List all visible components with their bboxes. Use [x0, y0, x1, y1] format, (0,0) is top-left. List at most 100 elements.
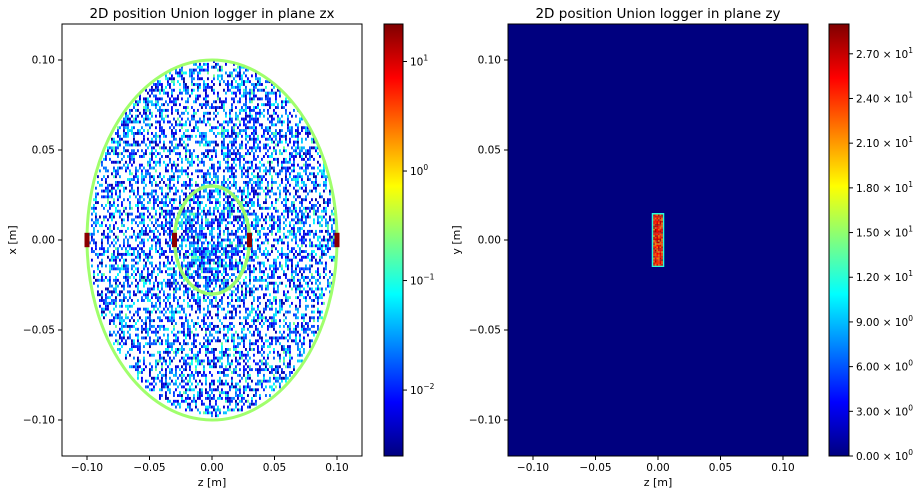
heatmap-cell — [179, 405, 181, 409]
heatmap-cell — [257, 137, 259, 141]
heatmap-cell — [231, 157, 233, 161]
heatmap-cell — [189, 94, 191, 98]
heatmap-cell — [155, 180, 157, 184]
heatmap-cell — [229, 264, 231, 268]
heatmap-cell — [231, 296, 233, 300]
heatmap-cell — [185, 120, 187, 124]
heatmap-cell — [223, 267, 225, 271]
heatmap-cell — [285, 284, 287, 288]
heatmap-cell — [105, 276, 107, 279]
heatmap-cell — [167, 192, 169, 196]
heatmap-cell — [247, 180, 249, 184]
heatmap-cell — [145, 310, 147, 314]
heatmap-cell — [241, 238, 243, 242]
heatmap-cell — [267, 126, 269, 130]
heatmap-cell — [159, 379, 161, 383]
heatmap-cell — [187, 166, 189, 170]
heatmap-cell — [207, 111, 209, 115]
heatmap-cell — [187, 209, 189, 213]
heatmap-cell — [195, 402, 197, 406]
heatmap-cell — [211, 388, 213, 392]
heatmap-cell — [149, 290, 151, 294]
heatmap-cell — [109, 204, 111, 207]
heatmap-cell — [193, 100, 195, 104]
heatmap-cell — [283, 221, 285, 225]
heatmap-cell — [151, 287, 153, 291]
heatmap-cell — [259, 229, 261, 233]
heatmap-cell — [209, 166, 211, 170]
heatmap-cell — [171, 345, 173, 349]
heatmap-cell — [247, 313, 249, 317]
heatmap-cell — [125, 134, 127, 138]
heatmap-cell — [209, 140, 211, 144]
heatmap-cell — [165, 241, 167, 245]
heatmap-cell — [205, 100, 207, 104]
heatmap-cell — [269, 394, 271, 397]
heatmap-cell — [237, 206, 239, 210]
heatmap-cell — [263, 163, 265, 167]
heatmap-cell — [233, 307, 235, 311]
heatmap-cell — [197, 299, 199, 302]
heatmap-cell — [149, 229, 151, 233]
heatmap-cell — [161, 284, 163, 288]
heatmap-cell — [265, 143, 267, 147]
heatmap-cell — [247, 209, 249, 213]
heatmap-cell — [167, 149, 169, 153]
heatmap-cell — [271, 319, 273, 323]
heatmap-cell — [227, 85, 229, 89]
heatmap-cell — [123, 296, 125, 300]
heatmap-cell — [197, 183, 199, 187]
heatmap-cell — [233, 126, 235, 130]
heatmap-cell — [277, 250, 279, 253]
heatmap-cell — [157, 284, 159, 288]
heatmap-cell — [229, 316, 231, 320]
heatmap-cell — [275, 201, 277, 205]
heatmap-cell — [143, 336, 145, 340]
heatmap-cell — [235, 175, 237, 179]
heatmap-cell — [265, 333, 267, 337]
heatmap-cell — [145, 183, 147, 187]
heatmap-cell — [217, 201, 219, 205]
heatmap-cell — [215, 155, 217, 158]
heatmap-cell — [273, 132, 275, 135]
heatmap-cell — [227, 152, 229, 156]
heatmap-cell — [281, 299, 283, 302]
heatmap-cell — [213, 140, 215, 144]
heatmap-cell — [241, 339, 243, 343]
heatmap-cell — [179, 120, 181, 124]
heatmap-cell — [211, 327, 213, 331]
heatmap-cell — [191, 172, 193, 176]
heatmap-cell — [179, 83, 181, 86]
heatmap-cell — [115, 132, 117, 135]
heatmap-cell — [267, 368, 269, 372]
heatmap-cell — [163, 350, 165, 354]
heatmap-cell — [133, 345, 135, 349]
heatmap-cell — [207, 227, 209, 230]
heatmap-cell — [157, 97, 159, 101]
heatmap-cell — [235, 132, 237, 135]
heatmap-cell — [273, 108, 275, 112]
heatmap-cell — [229, 209, 231, 213]
heatmap-cell — [225, 324, 227, 328]
heatmap-cell — [263, 169, 265, 173]
heatmap-cell — [113, 264, 115, 268]
heatmap-cell — [279, 120, 281, 124]
heatmap-cell — [167, 348, 169, 351]
heatmap-cell — [239, 388, 241, 392]
heatmap-cell — [259, 140, 261, 144]
heatmap-cell — [131, 120, 133, 124]
heatmap-cell — [267, 284, 269, 288]
heatmap-cell — [199, 189, 201, 193]
heatmap-cell — [273, 192, 275, 196]
heatmap-cell — [143, 189, 145, 193]
heatmap-cell — [267, 273, 269, 277]
heatmap-cell — [101, 189, 103, 193]
heatmap-cell — [285, 149, 287, 153]
heatmap-cell — [165, 198, 167, 202]
heatmap-cell — [137, 143, 139, 147]
heatmap-cell — [225, 284, 227, 288]
heatmap-cell — [241, 166, 243, 170]
heatmap-cell — [285, 376, 287, 380]
heatmap-cell — [243, 391, 245, 395]
heatmap-cell — [227, 394, 229, 397]
